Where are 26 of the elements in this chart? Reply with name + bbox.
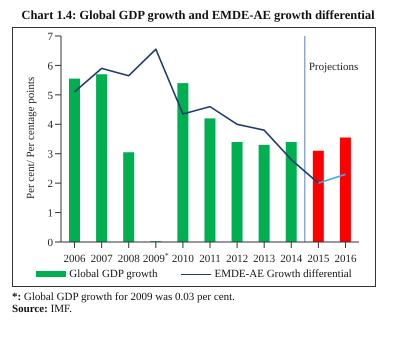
text: *: Global GDP growth for 2009 was 0.03 per cent. bbox=[12, 291, 235, 303]
y-tick-label: 6 bbox=[48, 60, 54, 72]
x-tick-label: 2011 bbox=[199, 253, 221, 265]
y-tick-label: 2 bbox=[48, 178, 53, 190]
x-tick-label: 2006 bbox=[64, 253, 86, 265]
x-tick-label: 2014 bbox=[280, 253, 303, 265]
x-tick-label: 2010 bbox=[172, 253, 194, 265]
y-axis-title: Per cent/ Per centage points bbox=[24, 76, 37, 199]
chart-title: Chart 1.4: Global GDP growth and EMDE-AE growth differential bbox=[21, 8, 375, 22]
x-tick-label: 2015 bbox=[307, 253, 330, 265]
y-tick-label: 7 bbox=[48, 30, 54, 43]
legend-label: Global GDP growth bbox=[69, 268, 158, 280]
source-note: Source: IMF. bbox=[12, 303, 72, 315]
y-tick-label: 5 bbox=[48, 90, 54, 102]
y-tick-label: 1 bbox=[48, 207, 53, 220]
x-tick-label: 2008 bbox=[118, 253, 140, 265]
x-tick-label: 2012 bbox=[226, 253, 248, 265]
x-tick-label: 2013 bbox=[253, 253, 276, 265]
ref-line-label: Projections bbox=[308, 61, 358, 73]
y-tick-label: 3 bbox=[48, 148, 54, 161]
x-tick-label: 2016 bbox=[334, 253, 357, 265]
legend-label: EMDE-AE Growth differential bbox=[214, 268, 352, 280]
x-tick-label: 2009$^{*}$ bbox=[142, 250, 169, 265]
y-tick-label: 0 bbox=[48, 236, 54, 249]
y-tick-label: 4 bbox=[48, 119, 54, 132]
x-tick-label: 2007 bbox=[90, 253, 114, 265]
